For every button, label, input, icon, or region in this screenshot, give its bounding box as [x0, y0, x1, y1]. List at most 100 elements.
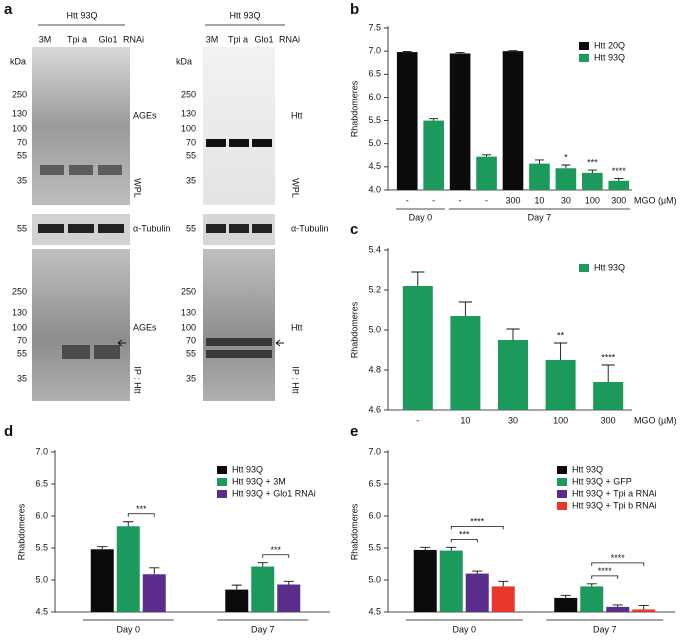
kda-label: kDa [10, 56, 26, 66]
significance: *** [136, 504, 147, 514]
significance: *** [459, 530, 470, 540]
error-bar [601, 364, 615, 382]
marker: 130 [181, 307, 196, 317]
fraction-label: WPL [133, 178, 143, 198]
significance: *** [587, 157, 598, 167]
bar [498, 340, 528, 410]
bar [225, 589, 249, 612]
y-tick-label: 5.0 [368, 574, 381, 584]
lane-unit: RNAi [123, 34, 144, 44]
y-tick-label: 6.5 [35, 478, 48, 488]
legend-label: Htt 93Q + Tpi b RNAi [572, 500, 657, 510]
error-bar [283, 580, 294, 585]
bar [439, 550, 463, 612]
y-tick-label: 4.0 [368, 184, 381, 194]
legend-label: Htt 93Q [232, 464, 263, 474]
y-axis-label: Rhabdomeres [349, 301, 359, 358]
y-tick-label: 7.0 [35, 446, 48, 456]
legend-swatch [557, 490, 567, 498]
significance: **** [612, 166, 627, 176]
marker: 55 [17, 348, 27, 358]
stain-label: Htt [291, 110, 303, 120]
legend-label: Htt 93Q + Glo1 RNAi [232, 488, 316, 498]
error-bar [257, 562, 268, 567]
error-bar [586, 583, 597, 587]
marker: 55 [186, 223, 196, 233]
panel-letter: b [350, 1, 359, 18]
y-tick-label: 4.5 [368, 606, 381, 616]
y-tick-label: 7.0 [368, 46, 381, 56]
bar [554, 597, 578, 612]
x-tick-label: 30 [508, 415, 518, 425]
legend-label: Htt 93Q [594, 262, 625, 272]
error-bar [554, 342, 568, 360]
ip-label: IP : Htt [133, 366, 143, 394]
error-bar [614, 177, 624, 181]
marker: 35 [17, 373, 27, 383]
legend-swatch [217, 478, 227, 486]
error-bar [149, 567, 160, 575]
marker: 130 [181, 108, 196, 118]
x-tick-label: 300 [601, 415, 616, 425]
marker: 55 [17, 223, 27, 233]
y-tick-label: 6.5 [368, 478, 381, 488]
y-tick-label: 5.5 [368, 542, 381, 552]
lane-unit: RNAi [279, 34, 300, 44]
legend-swatch [217, 490, 227, 498]
panel-letter: a [4, 1, 13, 18]
y-tick-label: 5.5 [368, 115, 381, 125]
y-tick-label: 7.5 [368, 22, 381, 32]
x-tick-label: - [416, 415, 419, 425]
lane-label: Tpi a [67, 34, 87, 44]
error-bar [429, 118, 439, 121]
error-bar [411, 271, 425, 286]
legend-label: Htt 93Q [594, 52, 625, 62]
significance-bracket [591, 575, 619, 579]
y-tick-label: 4.5 [35, 606, 48, 616]
stain-label: AGEs [133, 322, 157, 332]
significance-bracket [127, 513, 155, 517]
marker: 100 [12, 322, 27, 332]
marker: 70 [17, 137, 27, 147]
legend-swatch [579, 264, 589, 272]
x-tick-label: 100 [585, 195, 600, 205]
x-tick-label: Day 0 [116, 624, 140, 634]
bar [277, 584, 301, 612]
marker: 130 [12, 108, 27, 118]
legend-swatch [557, 502, 567, 510]
error-bar [506, 328, 520, 340]
marker: 250 [12, 286, 27, 296]
significance: **** [470, 517, 485, 527]
marker: 250 [12, 89, 27, 99]
y-tick-label: 6.5 [368, 69, 381, 79]
loading-label: α-Tubulin [291, 223, 328, 233]
legend-label: Htt 93Q + GFP [572, 476, 632, 486]
blot-header: Htt 93Q [66, 10, 97, 20]
marker: 70 [186, 335, 196, 345]
y-axis-label: Rhabdomeres [349, 80, 359, 137]
x-tick-label: 30 [561, 195, 571, 205]
bar [580, 586, 604, 612]
bar [449, 53, 471, 191]
bar [116, 526, 140, 612]
error-bar [534, 159, 544, 164]
marker: 55 [186, 150, 196, 160]
lane-label: Tpi a [228, 34, 248, 44]
y-tick-label: 5.0 [368, 324, 381, 334]
significance: *** [270, 545, 281, 555]
y-tick-label: 7.0 [368, 446, 381, 456]
panel-letter: d [4, 423, 13, 440]
bar [90, 549, 114, 612]
error-bar [420, 546, 431, 550]
lane-label: Glo1 [254, 34, 273, 44]
marker: 250 [181, 286, 196, 296]
y-tick-label: 5.4 [368, 244, 381, 254]
bar [529, 163, 550, 190]
marker: 35 [186, 175, 196, 185]
error-bar [498, 580, 509, 587]
significance-bracket [262, 554, 290, 558]
significance: **** [601, 352, 616, 362]
x-tick-label: Day 7 [593, 624, 617, 634]
error-bar [587, 169, 597, 173]
marker: 100 [181, 322, 196, 332]
